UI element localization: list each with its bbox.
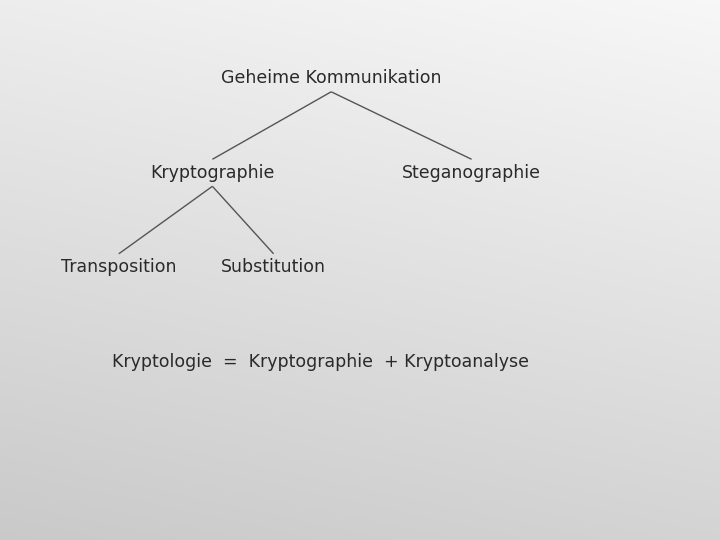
Text: Substitution: Substitution <box>221 258 326 276</box>
Text: Transposition: Transposition <box>61 258 176 276</box>
Text: Kryptologie  =  Kryptographie  + Kryptoanalyse: Kryptologie = Kryptographie + Kryptoanal… <box>112 353 528 371</box>
Text: Steganographie: Steganographie <box>402 164 541 182</box>
Text: Geheime Kommunikation: Geheime Kommunikation <box>221 69 441 87</box>
Text: Kryptographie: Kryptographie <box>150 164 274 182</box>
